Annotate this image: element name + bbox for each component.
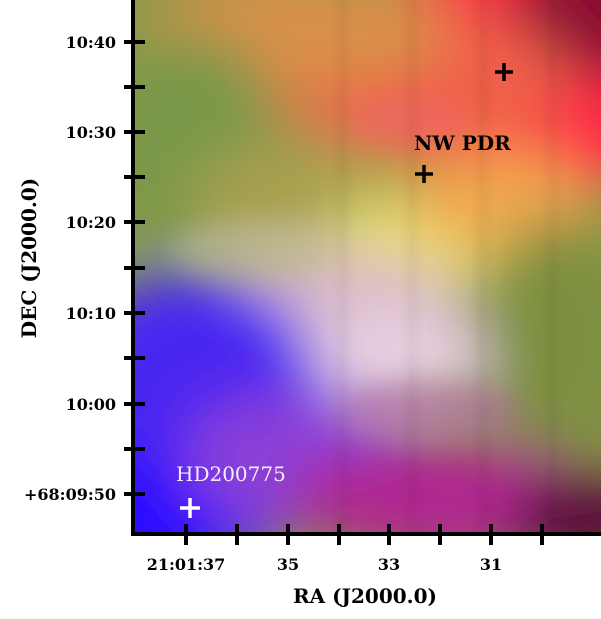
cross-marker-icon [495,63,513,81]
x-tick-label: 31 [480,555,502,574]
x-tick-label: 21:01:37 [147,555,226,574]
y-axis-title: DEC (J2000.0) [17,178,41,338]
y-tick-label: 10:40 [66,33,116,52]
nw-pdr-label: NW PDR [414,131,511,155]
y-tick-label: +68:09:50 [24,485,116,504]
y-tick-label: 10:20 [66,213,116,232]
star-label: HD200775 [176,462,286,486]
x-tick-labels: 21:01:37 35 33 31 [147,555,502,574]
composite-image [135,0,601,533]
star-cross-marker-icon [180,498,200,518]
x-axis-ticks [184,524,544,545]
y-tick-label: 10:00 [66,395,116,414]
x-tick-label: 35 [277,555,299,574]
y-axis-ticks [124,40,145,496]
y-tick-label: 10:10 [66,304,116,323]
y-tick-label: 10:30 [66,123,116,142]
y-tick-labels: 10:40 10:30 10:20 10:10 10:00 +68:09:50 [24,33,116,504]
x-axis-title: RA (J2000.0) [293,584,437,608]
nw-pdr-cross-marker-icon [415,165,433,183]
x-tick-label: 33 [378,555,400,574]
